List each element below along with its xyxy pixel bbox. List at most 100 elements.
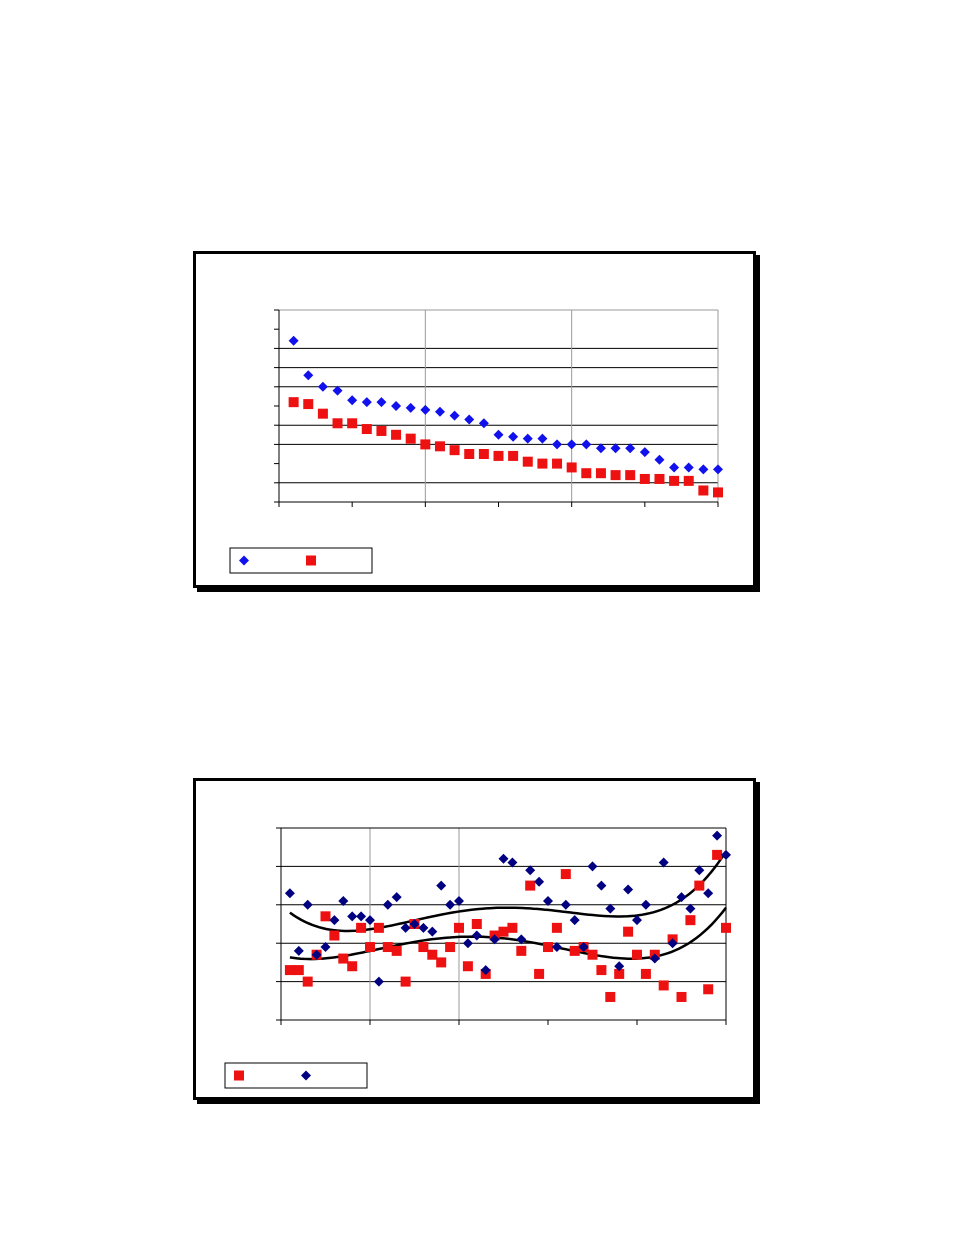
data-point-series-2 [347,911,358,922]
data-point-series-1 [525,880,536,891]
data-point-series-2 [683,475,694,486]
data-point-series-1 [623,926,634,937]
data-point-series-2 [409,919,420,929]
data-point-series-2 [347,418,358,429]
data-point-series-1 [721,922,731,933]
data-point-series-2 [471,930,482,941]
data-point-series-2 [498,853,509,864]
data-point-series-1 [284,965,295,976]
data-point-series-2 [721,849,731,860]
data-point-series-2 [694,865,705,876]
data-point-series-2 [462,938,473,949]
data-point-series-2 [311,949,322,960]
data-point-series-2 [534,876,545,887]
data-point-series-2 [649,953,660,964]
data-point-series-2 [712,830,723,841]
data-point-series-1 [569,945,580,956]
data-point-series-1 [522,433,533,444]
data-point-series-1 [552,439,563,450]
legend-marker-series-2 [306,555,316,566]
data-point-series-2 [480,965,491,976]
data-point-series-1 [462,961,473,972]
data-point-series-1 [288,335,299,346]
data-point-series-2 [676,892,687,903]
data-point-series-2 [302,899,313,910]
data-point-series-1 [478,418,489,429]
data-point-series-2 [639,473,650,484]
data-point-series-2 [332,418,343,429]
data-point-series-1 [639,447,650,458]
data-point-series-2 [566,462,577,473]
data-point-series-1 [317,381,328,392]
data-point-series-1 [560,869,571,880]
data-point-series-2 [445,899,456,910]
data-point-series-1 [347,395,358,406]
data-point-series-2 [320,942,331,953]
data-point-series-2 [373,976,384,987]
data-point-series-1 [632,949,642,960]
data-point-series-2 [489,934,500,945]
data-point-series-2 [525,865,536,876]
data-point-series-2 [610,470,621,481]
data-point-series-1 [537,433,548,444]
data-point-series-2 [713,487,723,498]
data-point-series-1 [391,945,402,956]
data-point-series-1 [302,976,313,987]
data-point-series-2 [595,468,606,479]
data-point-series-2 [508,450,519,461]
data-point-series-1 [332,385,343,396]
data-point-series-1 [669,462,680,473]
data-point-series-2 [703,888,714,899]
data-point-series-1 [610,443,621,454]
data-point-series-2 [605,903,616,914]
data-point-series-2 [293,945,304,956]
data-point-series-2 [587,861,598,872]
data-point-series-2 [569,915,580,926]
data-point-series-2 [516,934,527,945]
data-point-series-2 [578,942,589,953]
data-point-series-1 [391,401,402,411]
data-point-series-2 [625,470,636,481]
data-point-series-1 [382,942,393,953]
data-point-series-1 [376,397,387,408]
data-point-series-2 [376,425,387,436]
legend-marker-series-1 [234,1070,244,1081]
data-point-series-2 [420,439,431,450]
data-point-series-2 [669,475,680,486]
data-point-series-2 [560,899,571,910]
data-point-series-1 [595,443,606,454]
data-point-series-1 [534,968,545,979]
data-point-series-2 [356,911,367,922]
data-point-series-1 [614,968,625,979]
data-point-series-2 [391,892,402,903]
data-point-series-2 [537,458,548,469]
data-point-series-1 [356,922,367,933]
data-point-series-2 [436,880,447,891]
data-point-series-1 [454,922,464,933]
data-point-series-1 [338,953,349,964]
data-point-series-1 [427,949,438,960]
data-point-series-2 [361,424,372,435]
data-point-series-1 [551,922,562,933]
data-point-series-2 [418,922,429,933]
data-point-series-2 [581,468,592,479]
data-point-series-1 [640,968,651,979]
data-point-series-1 [449,410,460,421]
data-point-series-2 [658,857,669,868]
data-point-series-1 [320,911,331,922]
data-point-series-1 [566,439,577,450]
data-point-series-1 [498,926,509,937]
data-point-series-1 [445,942,456,953]
data-point-series-1 [365,942,375,953]
data-point-series-2 [551,942,562,953]
data-point-series-1 [471,919,482,929]
data-point-series-1 [405,402,416,413]
data-point-series-2 [288,397,299,408]
data-point-series-2 [365,915,375,926]
data-point-series-1 [373,922,384,933]
data-point-series-1 [420,404,431,415]
data-point-series-2 [543,895,553,906]
data-point-series-1 [625,443,636,454]
data-point-series-1 [516,945,527,956]
